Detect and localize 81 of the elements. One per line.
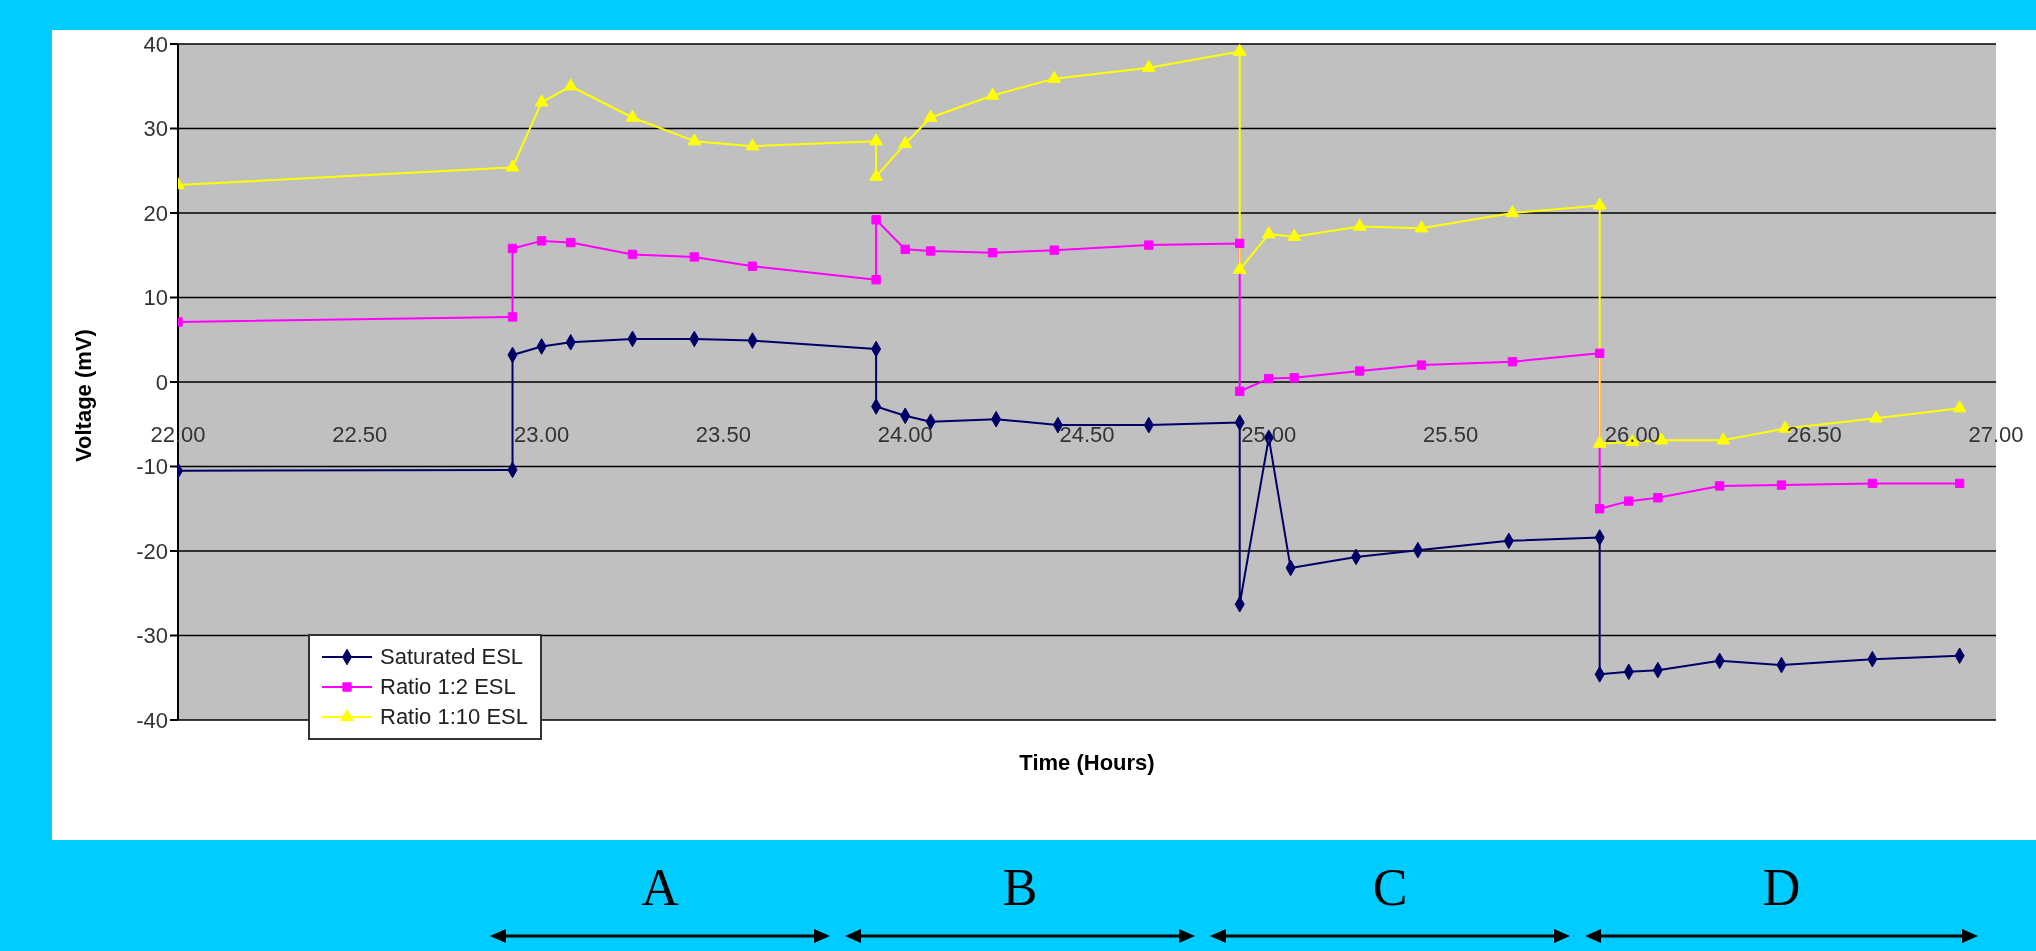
x-tick-label: 26.00 <box>1604 422 1660 447</box>
point <box>1952 400 1967 413</box>
point <box>625 109 640 122</box>
point <box>1505 205 1520 218</box>
point <box>1047 70 1062 83</box>
legend-label: Ratio 1:2 ESL <box>380 673 516 701</box>
point <box>1594 504 1605 514</box>
point <box>1264 373 1274 384</box>
y-tick-label: 20 <box>143 200 168 226</box>
point <box>871 215 881 225</box>
x-axis-title: Time (Hours) <box>1019 750 1155 775</box>
y-tick-label: -30 <box>136 623 168 649</box>
point <box>1141 59 1156 72</box>
point <box>627 249 638 260</box>
point <box>900 244 910 255</box>
text: D <box>1761 858 1802 917</box>
point <box>987 248 998 258</box>
point <box>1235 238 1245 249</box>
point <box>1776 480 1787 490</box>
point <box>507 243 518 254</box>
x-tick-label: 23.50 <box>695 422 751 447</box>
point <box>534 94 549 107</box>
point <box>1714 481 1725 491</box>
point <box>1232 261 1247 274</box>
point <box>925 246 936 256</box>
point <box>1954 478 1965 489</box>
point <box>1049 245 1059 255</box>
point <box>869 168 883 181</box>
legend-label: Saturated ESL <box>380 643 524 671</box>
point <box>687 133 702 146</box>
point <box>507 312 518 322</box>
text: B <box>1001 858 1039 917</box>
y-tick-label: 40 <box>143 31 168 57</box>
x-tick-label: 25.50 <box>1423 422 1479 447</box>
point <box>1414 220 1429 233</box>
point <box>923 109 938 122</box>
point <box>1352 218 1367 231</box>
text: A <box>640 858 680 917</box>
point <box>1232 44 1247 56</box>
text: C <box>1371 858 1409 917</box>
point <box>1869 410 1883 423</box>
point <box>566 237 576 248</box>
x-tick-label: 24.50 <box>1059 422 1115 447</box>
point <box>1507 357 1518 367</box>
point <box>985 87 1000 100</box>
x-tick-label: 22.50 <box>332 422 388 447</box>
y-tick-label: 0 <box>155 369 168 395</box>
point <box>869 133 883 146</box>
y-axis-title: Voltage (mV) <box>70 329 96 462</box>
point <box>1261 226 1276 239</box>
point <box>1235 386 1245 396</box>
x-tick-label: 23.00 <box>514 422 570 447</box>
point <box>536 236 547 246</box>
point <box>1867 478 1878 489</box>
point <box>898 135 913 148</box>
x-tick-label: 27.00 <box>1968 422 2024 447</box>
point <box>1416 360 1427 370</box>
point <box>1144 240 1154 250</box>
point <box>871 275 881 285</box>
x-tick-label: 24.00 <box>877 422 933 447</box>
point <box>1592 435 1607 448</box>
y-tick-label: 30 <box>143 116 168 142</box>
y-tick-label: -40 <box>136 707 168 733</box>
y-tick-label: -20 <box>136 538 168 564</box>
point <box>1653 493 1663 503</box>
y-tick-label: 10 <box>143 285 168 311</box>
point <box>1594 348 1605 358</box>
x-tick-label: 26.50 <box>1786 422 1842 447</box>
point <box>1289 373 1299 383</box>
point <box>747 261 758 271</box>
legend-label: Ratio 1:10 ESL <box>380 703 528 731</box>
point <box>1716 432 1731 445</box>
point <box>563 78 578 91</box>
point <box>689 252 699 262</box>
y-tick-label: -10 <box>136 454 168 480</box>
point <box>1355 366 1365 376</box>
point <box>1287 228 1302 241</box>
point <box>1592 197 1607 210</box>
point <box>505 159 520 172</box>
point <box>1624 496 1634 506</box>
point <box>745 138 760 151</box>
